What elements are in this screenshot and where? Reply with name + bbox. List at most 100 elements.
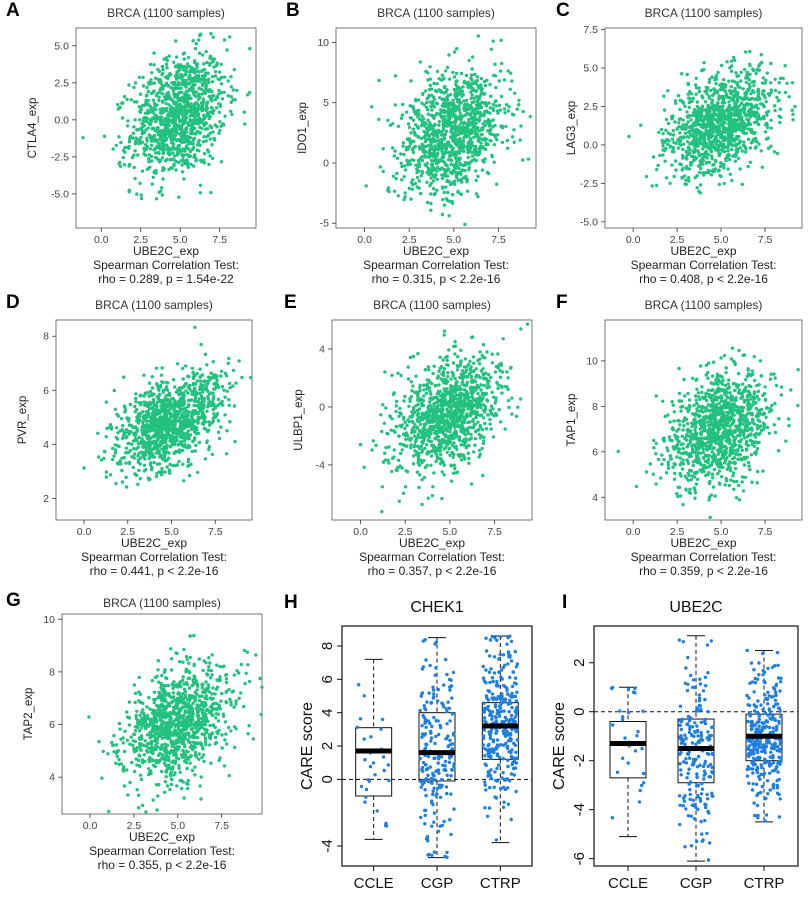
scatter-point — [436, 147, 439, 150]
y-tick-label: 7.5 — [583, 24, 598, 36]
scatter-point — [150, 468, 153, 471]
scatter-point — [429, 152, 432, 155]
scatter-point — [673, 120, 676, 123]
scatter-point — [441, 213, 444, 216]
scatter-point — [701, 96, 704, 99]
scatter-point — [506, 147, 509, 150]
scatter-point — [760, 149, 763, 152]
scatter-point — [171, 110, 174, 113]
scatter-point — [468, 59, 471, 62]
scatter-point — [440, 445, 443, 448]
scatter-point — [169, 412, 172, 415]
scatter-point — [405, 159, 408, 162]
scatter-point — [730, 148, 733, 151]
scatter-point — [504, 125, 507, 128]
scatter-point — [773, 104, 776, 107]
scatter-point — [724, 139, 727, 142]
scatter-point — [138, 139, 141, 142]
scatter-point — [705, 161, 708, 164]
scatter-point — [144, 154, 147, 157]
scatter-point — [120, 469, 123, 472]
scatter-point — [167, 433, 170, 436]
scatter-point — [176, 362, 179, 365]
scatter-point — [162, 123, 165, 126]
scatter-point — [474, 169, 477, 172]
scatter-point — [734, 71, 737, 74]
scatter-point — [485, 386, 488, 389]
scatter-point — [708, 146, 711, 149]
scatter-point — [140, 197, 143, 200]
scatter-point — [165, 136, 168, 139]
scatter-point — [227, 398, 230, 401]
scatter-point — [202, 423, 205, 426]
scatter-point — [400, 178, 403, 181]
scatter-point — [431, 485, 434, 488]
scatter-point — [683, 105, 686, 108]
scatter-point — [791, 81, 794, 84]
scatter-point — [479, 83, 482, 86]
scatter-point — [769, 81, 772, 84]
scatter-point — [439, 158, 442, 161]
scatter-point — [193, 111, 196, 114]
scatter-point — [141, 437, 144, 440]
scatter-point — [155, 116, 158, 119]
scatter-point — [134, 392, 137, 395]
scatter-point — [426, 133, 429, 136]
scatter-point — [485, 103, 488, 106]
scatter-point — [132, 125, 135, 128]
scatter-point — [201, 109, 204, 112]
scatter-point — [746, 102, 749, 105]
scatter-point — [428, 128, 431, 131]
scatter-point — [419, 146, 422, 149]
scatter-point — [734, 92, 737, 95]
scatter-point — [203, 152, 206, 155]
scatter-point — [205, 363, 208, 366]
scatter-point — [670, 163, 673, 166]
scatter-point — [710, 154, 713, 157]
scatter-point — [395, 400, 398, 403]
scatter-point — [718, 152, 721, 155]
scatter-point — [457, 142, 460, 145]
scatter-point — [160, 374, 163, 377]
scatter-point — [709, 115, 712, 118]
scatter-point — [165, 82, 168, 85]
scatter-point — [416, 176, 419, 179]
scatter-point — [488, 111, 491, 114]
scatter-point — [139, 477, 142, 480]
scatter-point — [473, 73, 476, 76]
scatter-point — [160, 473, 163, 476]
scatter-point — [116, 103, 119, 106]
scatter-point — [188, 74, 191, 77]
scatter-point — [151, 182, 154, 185]
scatter-point — [681, 148, 684, 151]
scatter-point — [651, 184, 654, 187]
scatter-point — [730, 70, 733, 73]
scatter-point — [721, 108, 724, 111]
scatter-point — [134, 397, 137, 400]
scatter-point — [469, 129, 472, 132]
scatter-point — [739, 167, 742, 170]
scatter-point — [217, 398, 220, 401]
scatter-point — [472, 355, 475, 358]
scatter-point — [728, 104, 731, 107]
scatter-point — [694, 83, 697, 86]
scatter-point — [678, 142, 681, 145]
scatter-point — [454, 377, 457, 380]
scatter-point — [145, 410, 148, 413]
scatter-point — [685, 167, 688, 170]
scatter-point — [470, 482, 473, 485]
scatter-point — [119, 141, 122, 144]
scatter-point — [207, 78, 210, 81]
scatter-point — [207, 420, 210, 423]
scatter-point — [418, 187, 421, 190]
scatter-point — [427, 113, 430, 116]
scatter-point — [717, 116, 720, 119]
scatter-point — [432, 179, 435, 182]
panel-letter: C — [556, 0, 570, 22]
scatter-point — [489, 139, 492, 142]
scatter-point — [465, 74, 468, 77]
scatter-point — [197, 38, 200, 41]
scatter-point — [478, 136, 481, 139]
scatter-point — [161, 169, 164, 172]
